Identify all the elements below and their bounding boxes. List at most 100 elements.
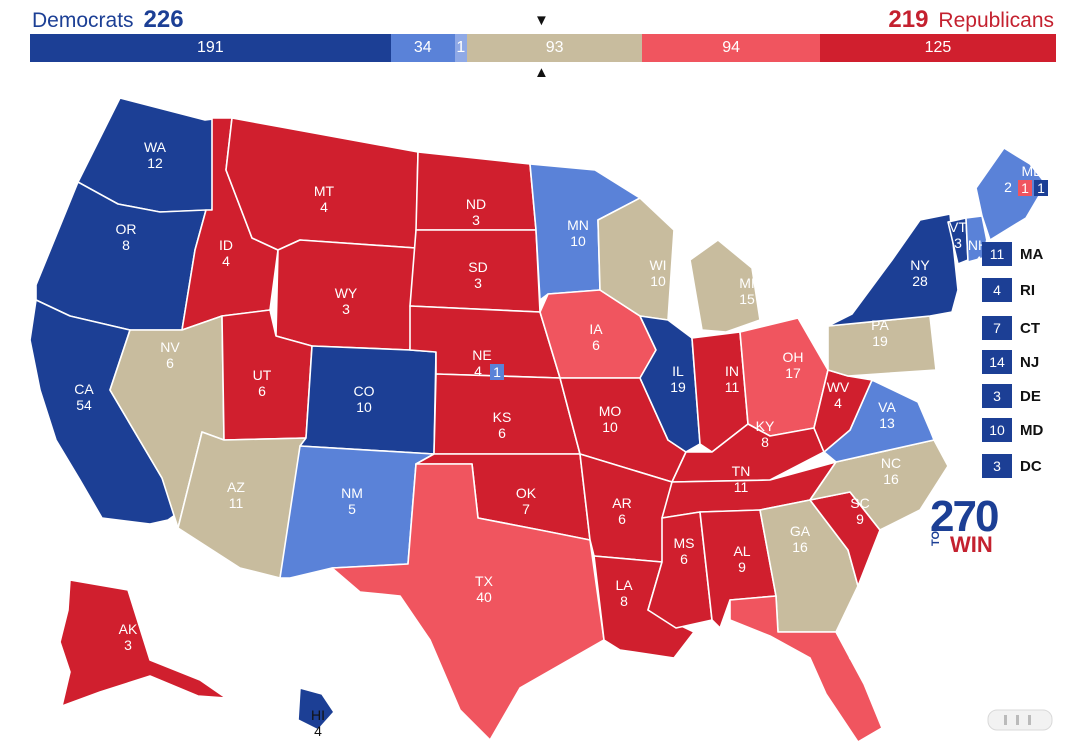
- legend-abbr: DE: [1020, 387, 1041, 405]
- state-label-mi: MI: [739, 275, 755, 291]
- legend-ev: 3: [982, 384, 1012, 408]
- state-label-nm: NM: [341, 485, 363, 501]
- state-label-ak: AK: [119, 621, 138, 637]
- district-ev: 1: [1037, 180, 1045, 196]
- legend-ev: 14: [982, 350, 1012, 374]
- state-label-co: CO: [354, 383, 375, 399]
- state-ev-ca: 54: [76, 397, 92, 413]
- triangle-down-icon: ▼: [534, 12, 549, 29]
- legend-item-ma[interactable]: 11 MA: [982, 242, 1043, 266]
- watermark-icon: [987, 709, 1053, 731]
- state-ev-nv: 6: [166, 355, 174, 371]
- legend-abbr: MA: [1020, 245, 1044, 263]
- state-label-ut: UT: [253, 367, 272, 383]
- state-ev-fl: 30: [848, 647, 864, 663]
- state-label-ca: CA: [74, 381, 94, 397]
- district-ev: 1: [493, 364, 501, 380]
- state-ev-ok: 7: [522, 501, 530, 517]
- state-label-la: LA: [615, 577, 633, 593]
- state-ev-nh: 4: [974, 253, 982, 269]
- state-ev-ky: 8: [761, 434, 769, 450]
- state-label-mo: MO: [599, 403, 622, 419]
- state-label-va: VA: [878, 399, 896, 415]
- legend-item-dc[interactable]: 3 DC: [982, 454, 1042, 478]
- state-ev-wa: 12: [147, 155, 163, 171]
- state-label-il: IL: [672, 363, 684, 379]
- district-box: [490, 364, 504, 380]
- state-mi[interactable]: [689, 239, 761, 333]
- logo-to: TO: [930, 530, 942, 546]
- state-label-ky: KY: [756, 418, 775, 434]
- state-label-oh: OH: [783, 349, 804, 365]
- state-ev-wi: 10: [650, 273, 666, 289]
- legend-item-de[interactable]: 3 DE: [982, 384, 1041, 408]
- democrats-count: 226: [143, 6, 184, 33]
- state-ev-mt: 4: [320, 199, 328, 215]
- state-ev-tn: 11: [734, 479, 749, 495]
- legend-abbr: DC: [1020, 457, 1042, 475]
- state-nc[interactable]: [809, 439, 949, 531]
- state-ev-ak: 3: [124, 637, 132, 653]
- state-ev-ks: 6: [498, 425, 506, 441]
- bar-segment: 125: [819, 34, 1056, 62]
- state-ev-or: 8: [122, 237, 130, 253]
- state-ev-vt: 3: [954, 235, 962, 251]
- legend-item-ri[interactable]: 4 RI: [982, 278, 1035, 302]
- state-ev-ia: 6: [592, 337, 600, 353]
- electoral-vote-bar: 191 34 1 93 94 125: [30, 34, 1056, 62]
- state-ev-pa: 19: [872, 333, 888, 349]
- state-label-ia: IA: [589, 321, 603, 337]
- state-ev-sd: 3: [474, 275, 482, 291]
- state-label-ar: AR: [612, 495, 631, 511]
- state-ak[interactable]: [59, 579, 227, 707]
- state-label-nd: ND: [466, 196, 486, 212]
- state-ev-mo: 10: [602, 419, 618, 435]
- state-ev-la: 8: [620, 593, 628, 609]
- state-label-sd: SD: [468, 259, 487, 275]
- state-label-wv: WV: [827, 379, 850, 395]
- state-ev-ut: 6: [258, 383, 266, 399]
- state-label-sc: SC: [850, 495, 869, 511]
- state-label-hi: HI: [311, 707, 325, 723]
- electoral-map: WA 12 OR 8 CA 54 ID 4 NV 6 MT 4 WY 3 UT 6 AZ 11 CO 10 NM 5 ND 3…: [0, 80, 1080, 750]
- state-label-mn: MN: [567, 217, 589, 233]
- state-oh[interactable]: [739, 317, 829, 437]
- triangle-up-icon: ▲: [534, 64, 549, 81]
- state-ev-in: 11: [725, 379, 740, 395]
- democrats-label: Democrats: [32, 9, 134, 32]
- legend-abbr: CT: [1020, 319, 1040, 337]
- state-label-id: ID: [219, 237, 233, 253]
- state-ev-ne: 4: [474, 363, 482, 379]
- state-ev-ny: 28: [912, 273, 928, 289]
- state-me[interactable]: [975, 147, 1047, 241]
- state-label-or: OR: [116, 221, 137, 237]
- legend-item-nj[interactable]: 14 NJ: [982, 350, 1039, 374]
- state-label-me: ME: [1022, 163, 1043, 179]
- state-ev-me: 2: [1004, 179, 1012, 195]
- legend-item-md[interactable]: 10 MD: [982, 418, 1043, 442]
- state-hi[interactable]: [297, 687, 335, 731]
- state-label-az: AZ: [227, 479, 245, 495]
- state-label-vt: VT: [949, 219, 967, 235]
- bar-segment: 93: [466, 34, 643, 62]
- legend-item-ct[interactable]: 7 CT: [982, 316, 1040, 340]
- state-ev-nc: 16: [883, 471, 899, 487]
- state-ev-wy: 3: [342, 301, 350, 317]
- state-label-pa: PA: [871, 317, 889, 333]
- header-bar: Democrats 226 219 Republicans ▼ 191 34 1 93 94…: [0, 0, 1080, 81]
- state-tx[interactable]: [331, 463, 605, 741]
- bar-segment: 1: [454, 34, 467, 62]
- state-ev-sc: 9: [856, 511, 864, 527]
- state-ev-mi: 15: [739, 291, 755, 307]
- state-ev-mn: 10: [570, 233, 586, 249]
- state-ev-al: 9: [738, 559, 746, 575]
- state-ny[interactable]: [827, 213, 959, 327]
- 270towin-logo: 270 TO WIN: [928, 492, 1018, 572]
- legend-abbr: RI: [1020, 281, 1035, 299]
- legend-ev: 7: [982, 316, 1012, 340]
- state-fl[interactable]: [729, 595, 883, 743]
- republicans-label: Republicans: [938, 9, 1054, 32]
- state-label-ny: NY: [910, 257, 930, 273]
- state-label-al: AL: [733, 543, 750, 559]
- legend-abbr: NJ: [1020, 353, 1040, 371]
